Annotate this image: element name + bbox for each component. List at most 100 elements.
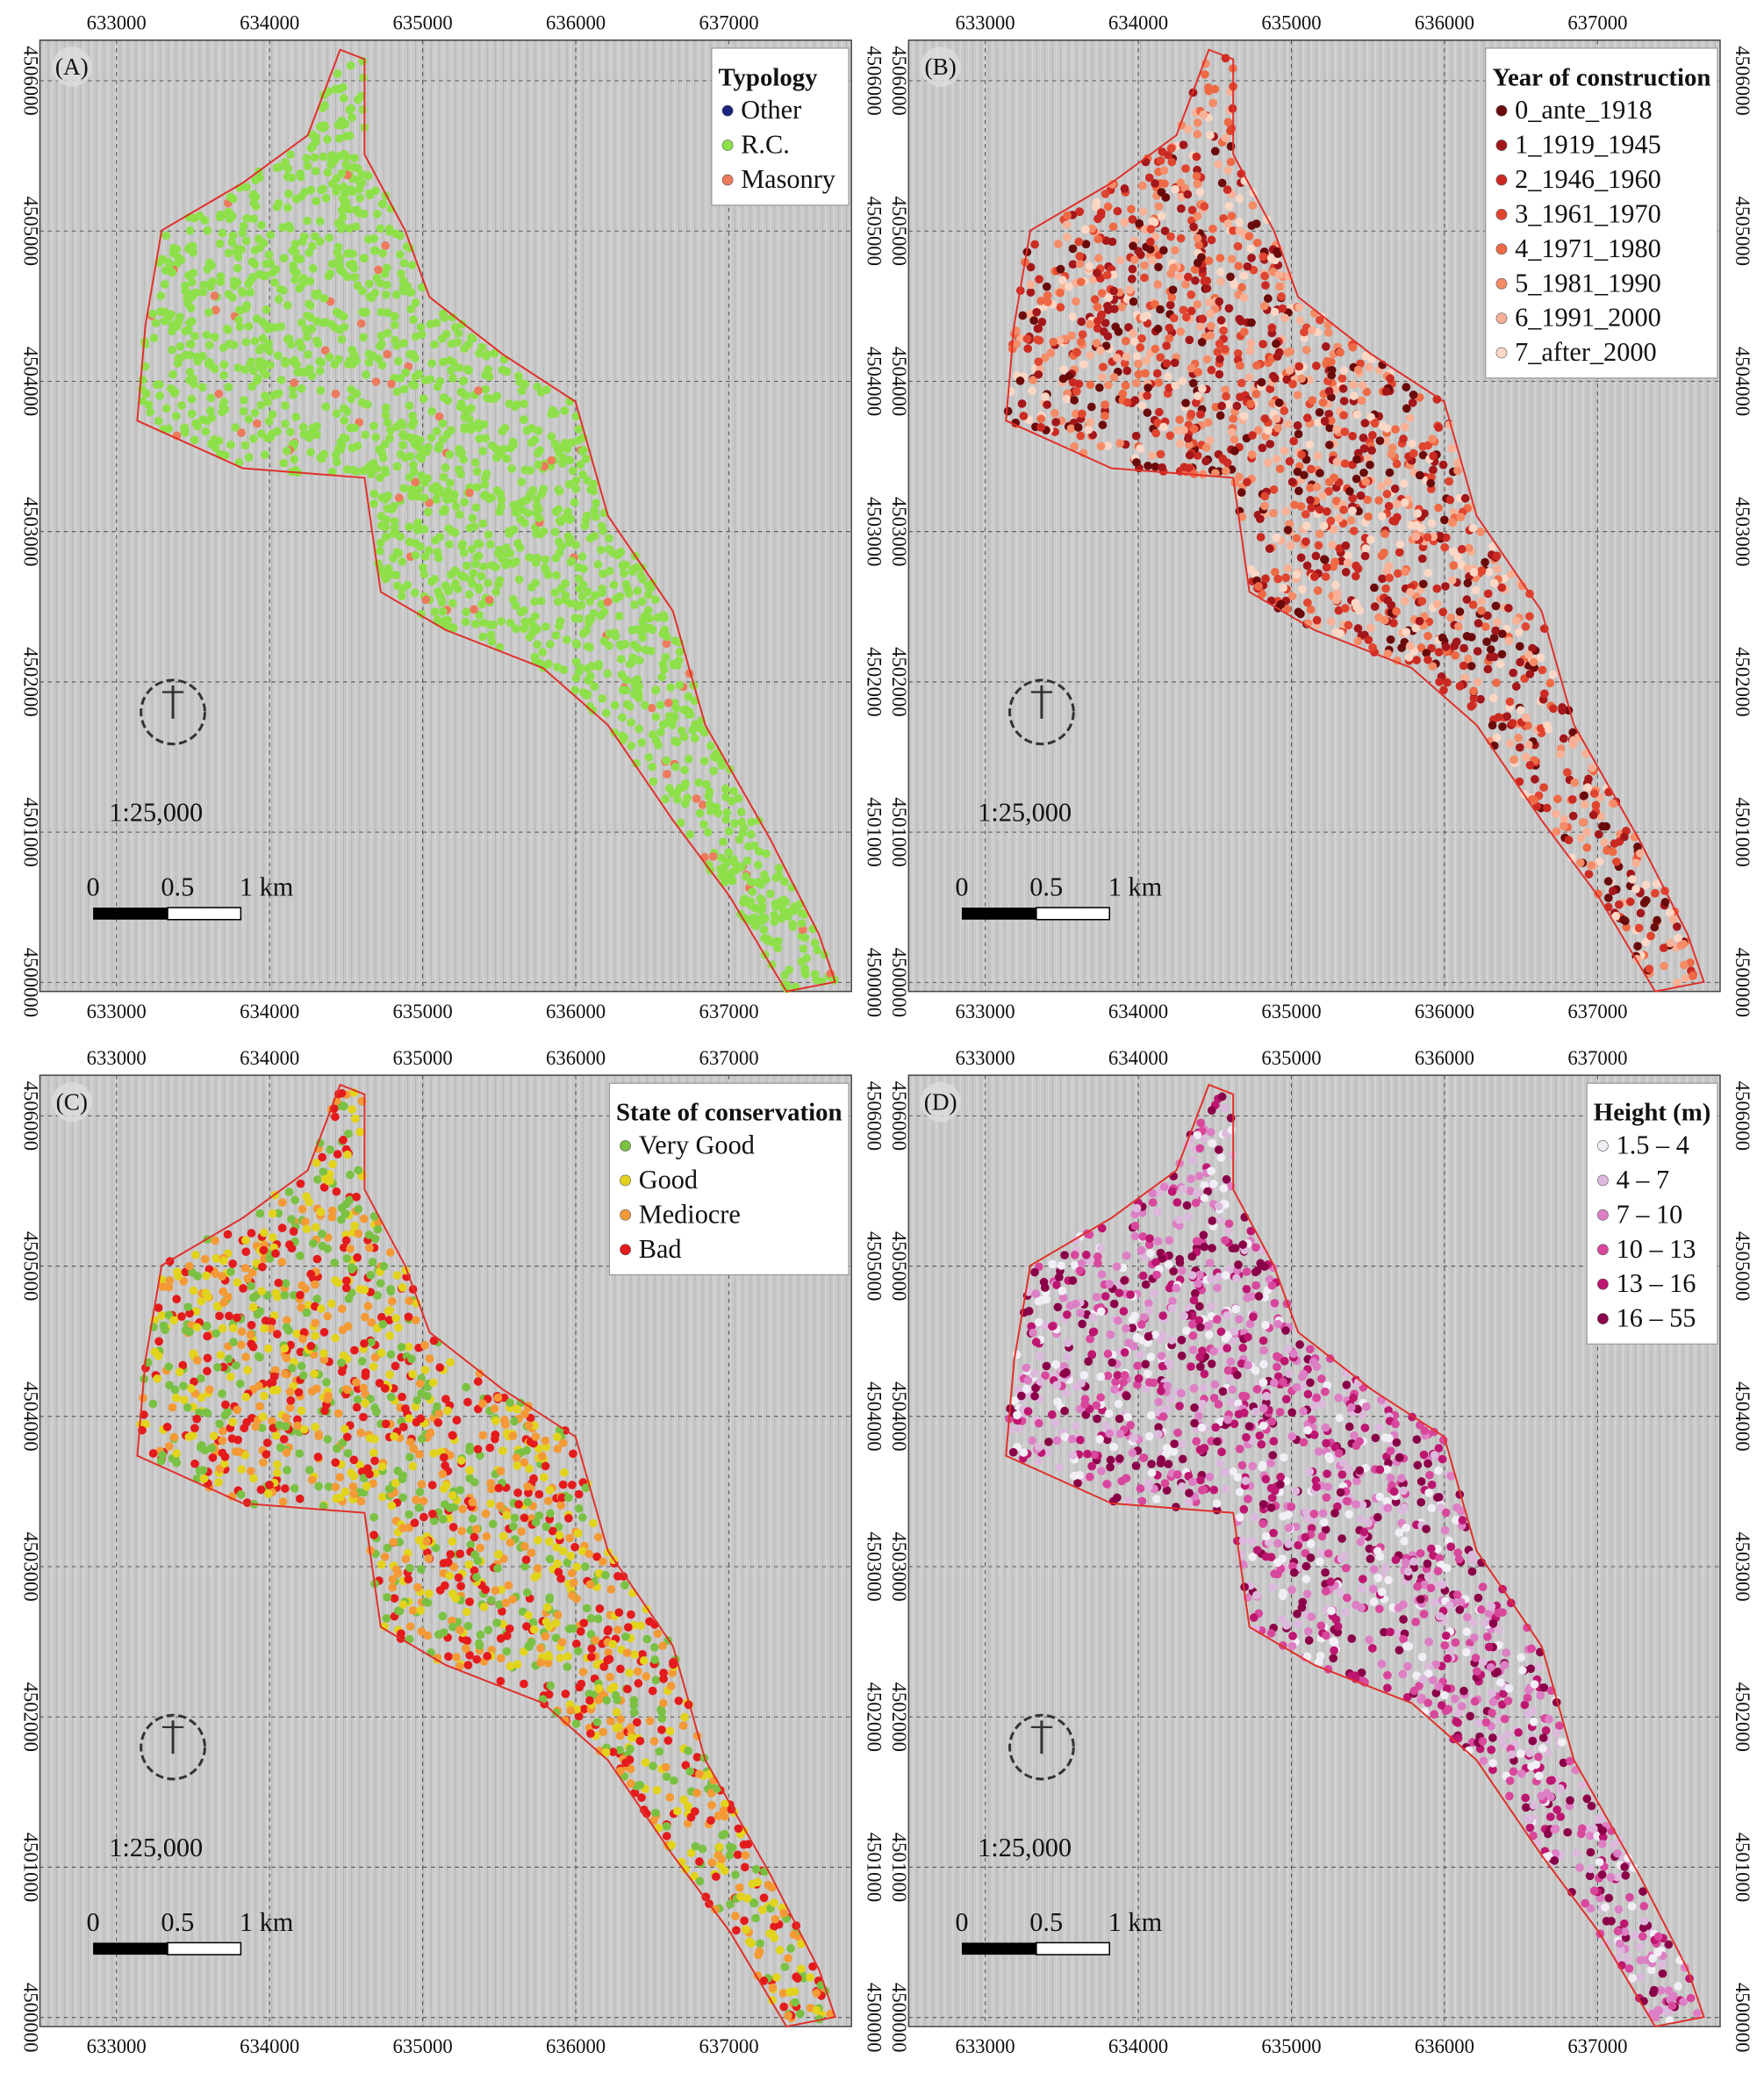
building — [562, 635, 571, 644]
building — [1446, 613, 1456, 622]
building — [1264, 426, 1273, 435]
building — [1109, 305, 1119, 313]
building — [505, 399, 514, 408]
building — [573, 1529, 583, 1538]
building — [1330, 580, 1340, 590]
building — [210, 364, 219, 374]
building — [290, 1483, 299, 1493]
building — [240, 365, 250, 375]
building — [414, 1536, 424, 1545]
building — [1183, 272, 1193, 282]
building — [371, 433, 380, 441]
building — [226, 440, 235, 449]
building — [340, 416, 349, 425]
building — [236, 1489, 246, 1499]
y-tick-label: 4503000 — [863, 1532, 885, 1602]
building — [627, 1610, 635, 1619]
building — [1188, 378, 1198, 388]
building — [645, 613, 655, 623]
building — [448, 1589, 457, 1598]
building — [172, 1295, 182, 1304]
building — [1204, 86, 1214, 96]
building — [273, 427, 282, 436]
building — [382, 532, 391, 542]
building — [1346, 516, 1356, 525]
building — [383, 308, 392, 318]
x-tick-label: 633000 — [955, 2035, 1015, 2057]
building — [581, 515, 591, 525]
building — [1247, 253, 1256, 262]
building — [574, 435, 583, 445]
building — [408, 1606, 418, 1615]
building — [564, 1625, 574, 1633]
building — [544, 1537, 554, 1546]
building — [1481, 557, 1489, 567]
building — [285, 427, 295, 436]
building — [474, 386, 483, 395]
building — [1075, 259, 1085, 269]
building — [448, 1523, 458, 1532]
building — [416, 1605, 426, 1615]
building — [417, 1627, 427, 1636]
building — [695, 808, 705, 818]
building — [448, 374, 457, 384]
building — [1213, 348, 1223, 356]
legend-marker — [721, 104, 734, 117]
scale-bar-label: 0 — [87, 872, 100, 901]
y-tick-label: 4503000 — [19, 497, 41, 567]
building — [492, 1618, 502, 1627]
building — [1056, 303, 1065, 312]
building — [242, 213, 252, 223]
building — [757, 880, 765, 889]
building — [661, 1762, 670, 1772]
building — [438, 1469, 448, 1479]
building — [722, 807, 732, 817]
building — [405, 1296, 414, 1305]
building — [204, 308, 213, 317]
building — [545, 1554, 555, 1564]
building — [545, 1593, 555, 1603]
building — [1315, 529, 1324, 539]
building — [511, 624, 520, 634]
building — [303, 216, 312, 226]
building — [209, 1431, 219, 1440]
building — [477, 342, 487, 352]
building — [1153, 280, 1163, 289]
building — [281, 420, 290, 428]
building — [427, 484, 437, 493]
building — [1679, 939, 1689, 949]
building — [1156, 449, 1165, 459]
building — [1234, 262, 1244, 270]
building — [605, 629, 614, 638]
building — [1308, 326, 1317, 335]
building — [181, 287, 190, 296]
building — [797, 957, 807, 966]
building — [1340, 427, 1350, 436]
building — [487, 637, 497, 646]
building — [186, 340, 196, 349]
building — [1195, 187, 1205, 197]
x-tick-label: 633000 — [955, 12, 1015, 34]
building — [398, 1392, 406, 1402]
building — [323, 134, 332, 144]
building — [343, 248, 352, 258]
building — [662, 756, 671, 765]
building — [1130, 396, 1140, 405]
building — [331, 450, 341, 460]
building — [180, 423, 190, 433]
building — [326, 1145, 335, 1154]
building — [684, 755, 693, 764]
building — [785, 1987, 794, 1997]
building — [302, 1224, 312, 1234]
building — [444, 586, 453, 596]
building — [1033, 324, 1043, 334]
building — [1121, 381, 1130, 391]
building — [566, 1706, 576, 1715]
building — [1132, 352, 1142, 361]
legend-label: 5_1981_1990 — [1515, 268, 1661, 298]
building — [332, 187, 341, 197]
building — [290, 248, 300, 257]
building — [332, 1187, 341, 1196]
legend-marker — [721, 174, 734, 186]
building — [438, 419, 448, 428]
